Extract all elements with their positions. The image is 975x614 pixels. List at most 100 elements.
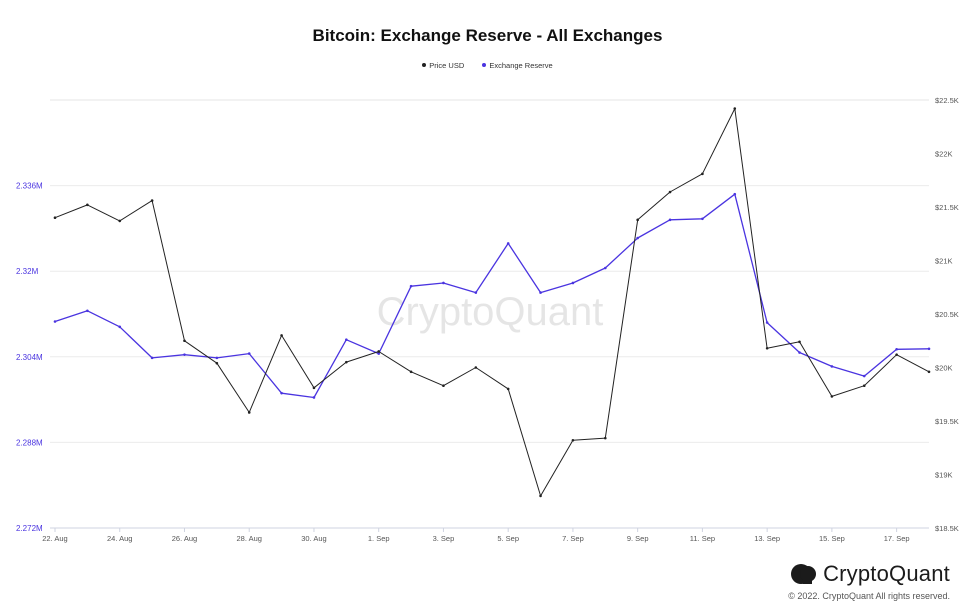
data-point-exchange-reserve (506, 242, 510, 245)
data-point-price-usd (668, 190, 672, 194)
y-right-tick-label: $22K (935, 150, 953, 159)
data-point-price-usd (603, 436, 607, 440)
data-point-price-usd (409, 370, 413, 374)
data-point-price-usd (215, 361, 219, 365)
data-point-exchange-reserve (668, 218, 672, 222)
data-point-exchange-reserve (377, 352, 381, 355)
x-tick-label: 5. Sep (497, 534, 519, 543)
y-left-tick-label: 2.272M (16, 524, 43, 533)
legend-marker-reserve (482, 63, 487, 67)
y-left-tick-label: 2.288M (16, 438, 43, 447)
data-point-price-usd (442, 384, 445, 387)
copyright-text: © 2022. CryptoQuant All rights reserved. (788, 591, 950, 601)
data-point-exchange-reserve (312, 396, 316, 399)
data-point-price-usd (571, 438, 575, 442)
data-point-price-usd (53, 216, 57, 219)
y-left-tick-label: 2.32M (16, 267, 39, 276)
x-tick-label: 17. Sep (884, 534, 910, 543)
data-point-exchange-reserve (701, 217, 704, 221)
data-point-price-usd (118, 219, 122, 223)
data-point-price-usd (765, 346, 769, 350)
data-point-price-usd (506, 387, 510, 391)
data-point-price-usd (927, 370, 931, 374)
legend-item-price[interactable]: Price USD (422, 61, 464, 70)
y-right-tick-label: $22.5K (935, 96, 959, 105)
data-point-exchange-reserve (442, 281, 445, 285)
data-point-exchange-reserve (345, 338, 348, 341)
data-point-price-usd (830, 395, 834, 398)
legend-marker-price (422, 63, 427, 67)
x-tick-label: 28. Aug (236, 534, 261, 543)
data-point-price-usd (474, 366, 478, 369)
series-line-price-usd (54, 108, 930, 497)
y-right-tick-label: $19.5K (935, 417, 959, 426)
x-tick-label: 30. Aug (301, 534, 326, 543)
data-point-price-usd (377, 350, 381, 353)
data-point-exchange-reserve (927, 347, 931, 351)
data-point-price-usd (247, 411, 251, 414)
data-point-exchange-reserve (86, 309, 89, 313)
data-point-price-usd (701, 172, 704, 176)
legend-label-price: Price USD (429, 60, 465, 70)
data-point-exchange-reserve (247, 352, 251, 355)
data-point-exchange-reserve (636, 236, 639, 240)
legend-label-reserve: Exchange Reserve (489, 60, 553, 70)
data-point-exchange-reserve (150, 356, 154, 360)
x-tick-label: 15. Sep (819, 534, 845, 543)
data-point-price-usd (539, 494, 542, 498)
data-point-price-usd (312, 386, 316, 390)
data-point-exchange-reserve (474, 291, 478, 294)
x-tick-label: 11. Sep (690, 534, 715, 543)
y-right-tick-label: $19K (935, 471, 953, 480)
legend: Price USD Exchange Reserve (0, 60, 975, 70)
x-tick-label: 26. Aug (172, 534, 197, 543)
brand-logo: CryptoQuant (790, 561, 950, 587)
data-point-exchange-reserve (571, 281, 575, 285)
data-point-price-usd (798, 340, 801, 344)
x-tick-label: 22. Aug (42, 534, 67, 543)
series-line-exchange-reserve (54, 193, 930, 399)
series-layer (53, 107, 931, 498)
y-right-tick-label: $20.5K (935, 310, 959, 319)
data-point-exchange-reserve (183, 353, 186, 356)
data-point-price-usd (636, 218, 639, 222)
x-tick-label: 24. Aug (107, 534, 132, 543)
data-point-exchange-reserve (895, 348, 898, 351)
cryptoquant-logo-icon (791, 564, 817, 584)
data-point-exchange-reserve (830, 365, 834, 368)
data-point-price-usd (183, 339, 186, 343)
legend-item-reserve[interactable]: Exchange Reserve (482, 60, 553, 70)
data-point-price-usd (895, 353, 898, 356)
data-point-exchange-reserve (603, 266, 607, 270)
x-tick-label: 7. Sep (562, 534, 584, 543)
x-tick-label: 9. Sep (627, 534, 649, 543)
axis-layer: 2.272M 2.288M 2.304M 2.32M 2.336M $18.5K $19K $… (16, 96, 959, 543)
watermark-text: CryptoQuant (377, 290, 604, 334)
y-right-tick-label: $18.5K (935, 524, 959, 533)
x-tick-label: 3. Sep (433, 534, 455, 543)
chart-title: Bitcoin: Exchange Reserve - All Exchange… (312, 26, 663, 45)
data-point-price-usd (733, 107, 737, 110)
data-point-exchange-reserve (280, 391, 283, 395)
data-point-price-usd (86, 203, 89, 207)
y-left-tick-label: 2.336M (16, 182, 43, 191)
data-point-exchange-reserve (118, 325, 122, 329)
data-point-exchange-reserve (409, 284, 413, 288)
data-point-exchange-reserve (765, 321, 769, 324)
data-point-exchange-reserve (539, 291, 542, 294)
data-point-exchange-reserve (53, 320, 57, 323)
data-point-exchange-reserve (798, 351, 801, 354)
data-point-price-usd (150, 199, 154, 202)
y-left-tick-label: 2.304M (16, 353, 43, 362)
y-right-tick-label: $21K (935, 257, 953, 266)
data-point-exchange-reserve (733, 192, 737, 196)
y-right-tick-label: $20K (935, 364, 953, 373)
data-point-price-usd (280, 334, 283, 337)
data-point-exchange-reserve (215, 356, 219, 360)
y-right-tick-label: $21.5K (935, 203, 959, 212)
data-point-price-usd (862, 384, 866, 387)
brand-name: CryptoQuant (823, 561, 950, 586)
x-tick-label: 13. Sep (754, 534, 780, 543)
data-point-price-usd (345, 360, 348, 364)
